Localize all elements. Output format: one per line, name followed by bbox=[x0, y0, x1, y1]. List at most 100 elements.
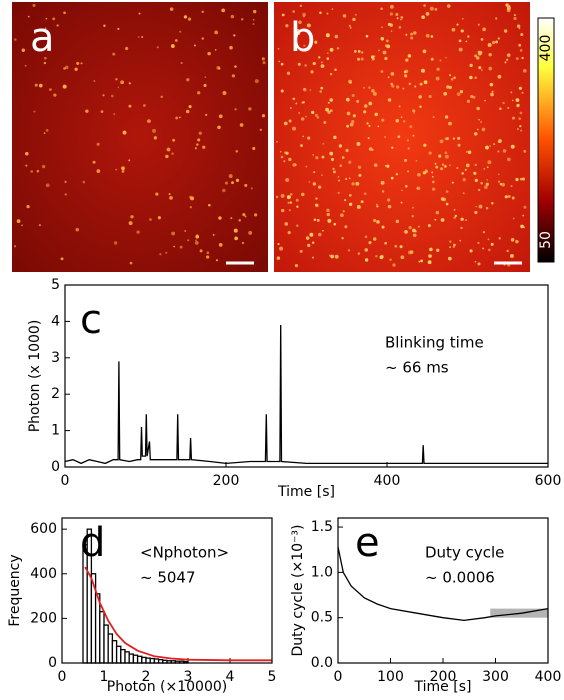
speckle bbox=[241, 18, 244, 21]
y-axis-label: Frequency bbox=[7, 554, 23, 626]
speckle bbox=[488, 53, 492, 57]
annotation: Blinking time bbox=[385, 334, 484, 352]
speckle bbox=[481, 127, 486, 132]
speckle bbox=[469, 249, 473, 253]
speckle bbox=[402, 87, 405, 90]
speckle bbox=[445, 56, 447, 59]
speckle bbox=[477, 262, 481, 266]
y-tick-label: 5 bbox=[51, 277, 60, 293]
speckle bbox=[318, 56, 321, 59]
speckle bbox=[231, 181, 234, 185]
speckle bbox=[409, 125, 413, 129]
speckle bbox=[498, 237, 501, 240]
speckle bbox=[521, 91, 524, 94]
speckle bbox=[348, 160, 352, 164]
speckle bbox=[197, 138, 201, 142]
speckle bbox=[157, 216, 161, 220]
speckle bbox=[295, 102, 298, 105]
speckle bbox=[391, 84, 395, 88]
speckle bbox=[234, 108, 237, 111]
speckle bbox=[194, 241, 199, 245]
speckle bbox=[205, 113, 208, 117]
colorbar-tick-label: 400 bbox=[538, 35, 554, 62]
speckle bbox=[36, 169, 40, 173]
speckle bbox=[431, 187, 436, 191]
speckle bbox=[498, 180, 500, 183]
y-tick-label: 4 bbox=[51, 313, 60, 329]
speckle bbox=[30, 170, 34, 173]
speckle bbox=[439, 59, 442, 62]
speckle bbox=[312, 154, 315, 156]
speckle bbox=[63, 11, 66, 15]
speckle bbox=[363, 104, 368, 108]
speckle bbox=[53, 93, 57, 97]
speckle bbox=[387, 76, 390, 79]
speckle bbox=[276, 140, 278, 143]
speckle bbox=[432, 180, 435, 184]
speckle bbox=[311, 241, 315, 244]
colorbar bbox=[537, 17, 555, 263]
speckle bbox=[336, 47, 340, 50]
speckle bbox=[360, 200, 364, 204]
speckle bbox=[218, 216, 222, 220]
speckle bbox=[244, 215, 247, 218]
speckle bbox=[25, 151, 29, 156]
speckle bbox=[382, 50, 387, 55]
speckle bbox=[516, 128, 519, 130]
speckle bbox=[44, 27, 47, 30]
speckle bbox=[122, 130, 127, 135]
speckle bbox=[320, 61, 323, 64]
speckle bbox=[510, 144, 515, 149]
speckle bbox=[519, 125, 522, 128]
y-tick-label: 200 bbox=[30, 610, 57, 626]
speckle bbox=[487, 43, 492, 48]
speckle bbox=[160, 95, 163, 99]
speckle bbox=[254, 79, 259, 84]
speckle bbox=[38, 224, 42, 227]
speckle bbox=[307, 136, 311, 140]
speckle bbox=[347, 249, 351, 252]
speckle bbox=[364, 235, 368, 239]
speckle bbox=[285, 151, 289, 155]
speckle bbox=[395, 173, 398, 176]
y-tick-label: 0 bbox=[51, 459, 60, 475]
speckle bbox=[423, 4, 426, 7]
speckle bbox=[474, 178, 478, 182]
speckle bbox=[326, 52, 329, 55]
speckle bbox=[478, 204, 483, 209]
speckle bbox=[453, 208, 456, 211]
y-tick-label: 600 bbox=[30, 521, 57, 537]
speckle bbox=[462, 177, 466, 182]
speckle bbox=[395, 119, 399, 123]
speckle bbox=[519, 111, 523, 115]
speckle bbox=[495, 17, 498, 20]
speckle bbox=[485, 206, 489, 210]
y-tick-label: 0 bbox=[48, 655, 57, 671]
speckle bbox=[436, 248, 440, 252]
speckle bbox=[358, 173, 362, 177]
speckle bbox=[292, 10, 296, 13]
speckle bbox=[203, 83, 207, 87]
speckle bbox=[322, 229, 324, 232]
speckle bbox=[14, 38, 17, 41]
speckle bbox=[495, 40, 499, 44]
speckle bbox=[367, 137, 370, 140]
speckle bbox=[214, 30, 219, 35]
speckle bbox=[508, 5, 511, 7]
speckle bbox=[302, 15, 305, 18]
panel-label: c bbox=[80, 297, 102, 343]
speckle bbox=[430, 35, 434, 38]
speckle bbox=[485, 182, 489, 186]
speckle bbox=[296, 224, 299, 227]
speckle bbox=[259, 128, 262, 132]
annotation: ~ 0.0006 bbox=[425, 569, 495, 587]
speckle bbox=[295, 198, 299, 202]
speckle bbox=[322, 142, 325, 145]
image-texture bbox=[13, 3, 527, 268]
speckle bbox=[334, 254, 339, 259]
speckle bbox=[218, 114, 223, 119]
speckle bbox=[102, 94, 105, 97]
speckle bbox=[497, 150, 500, 153]
speckle bbox=[432, 115, 435, 119]
speckle bbox=[360, 51, 364, 54]
